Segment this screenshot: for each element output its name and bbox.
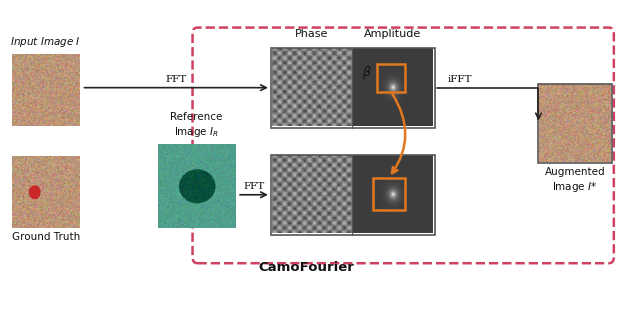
Text: FFT: FFT	[243, 182, 264, 191]
Bar	[373, 178, 404, 210]
Text: Reference
Image $I_R$: Reference Image $I_R$	[170, 113, 223, 139]
Bar	[271, 155, 435, 235]
Text: Input Image $I$: Input Image $I$	[10, 35, 81, 49]
Text: Amplitude: Amplitude	[364, 30, 421, 39]
Bar	[271, 48, 435, 128]
Bar	[538, 84, 612, 163]
Text: $\beta$: $\beta$	[362, 65, 372, 81]
Text: Phase: Phase	[295, 30, 328, 39]
Text: FFT: FFT	[166, 75, 187, 84]
Bar	[377, 65, 404, 91]
Text: Ground Truth: Ground Truth	[12, 232, 80, 242]
Text: iFFT: iFFT	[447, 75, 472, 84]
Text: Augmented
Image $I$*: Augmented Image $I$*	[545, 167, 605, 194]
Text: CamoFourier: CamoFourier	[259, 261, 355, 274]
